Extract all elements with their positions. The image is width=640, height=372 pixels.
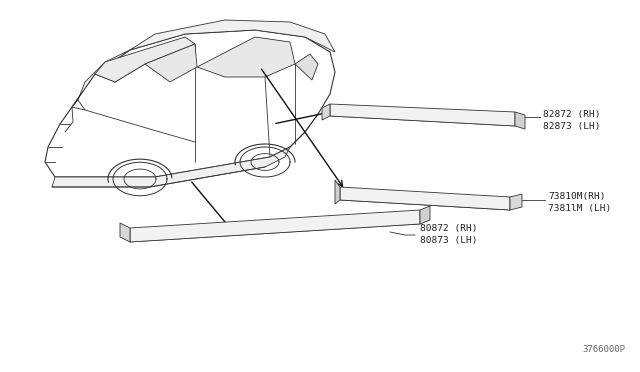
Polygon shape	[335, 180, 340, 204]
Polygon shape	[340, 187, 510, 210]
Polygon shape	[330, 104, 515, 126]
Polygon shape	[95, 37, 195, 82]
Polygon shape	[197, 37, 295, 77]
Polygon shape	[515, 112, 525, 129]
Polygon shape	[52, 147, 290, 187]
Text: 82872 (RH): 82872 (RH)	[543, 109, 600, 119]
Polygon shape	[45, 30, 335, 177]
Polygon shape	[420, 206, 430, 224]
Text: 82873 (LH): 82873 (LH)	[543, 122, 600, 131]
Polygon shape	[322, 104, 330, 120]
Polygon shape	[130, 210, 420, 242]
Text: 73810M(RH): 73810M(RH)	[548, 192, 605, 201]
Polygon shape	[130, 20, 335, 52]
Text: 3766000P: 3766000P	[582, 345, 625, 354]
Text: 80873 (LH): 80873 (LH)	[420, 237, 477, 246]
Text: 7381lM (LH): 7381lM (LH)	[548, 203, 611, 212]
Polygon shape	[120, 223, 130, 242]
Text: 80872 (RH): 80872 (RH)	[420, 224, 477, 234]
Polygon shape	[295, 54, 318, 80]
Polygon shape	[510, 194, 522, 210]
Polygon shape	[145, 44, 197, 82]
Polygon shape	[72, 50, 130, 107]
